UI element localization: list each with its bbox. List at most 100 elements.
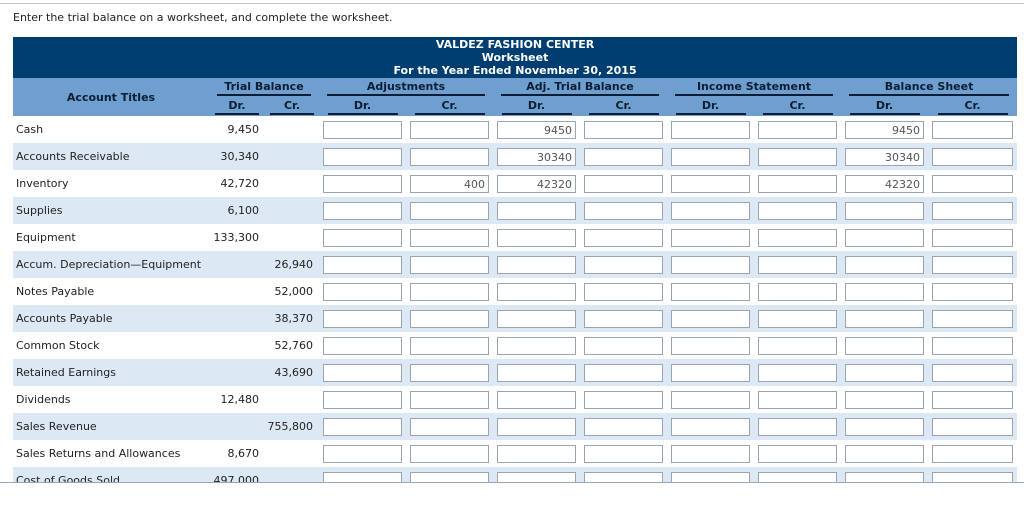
adj-cr-input[interactable] (410, 201, 489, 220)
is-cr-input[interactable] (758, 363, 837, 382)
is-cr-input[interactable] (758, 120, 837, 139)
bs-dr-input[interactable] (845, 255, 924, 274)
atb-cr-input[interactable] (584, 444, 663, 463)
adj-dr-input[interactable] (323, 390, 402, 409)
atb-dr-input[interactable] (497, 255, 576, 274)
adj-cr-input[interactable] (410, 417, 489, 436)
atb-dr-input[interactable]: 9450 (497, 120, 576, 139)
atb-dr-input[interactable] (497, 444, 576, 463)
atb-cr-input[interactable] (584, 336, 663, 355)
adj-cr-input[interactable] (410, 282, 489, 301)
adj-dr-input[interactable] (323, 147, 402, 166)
bs-dr-input[interactable] (845, 282, 924, 301)
atb-dr-input[interactable] (497, 336, 576, 355)
adj-dr-input[interactable] (323, 471, 402, 482)
atb-cr-input[interactable] (584, 471, 663, 482)
adj-cr-input[interactable] (410, 255, 489, 274)
is-dr-input[interactable] (671, 201, 750, 220)
bs-cr-input[interactable] (932, 444, 1014, 463)
adj-dr-input[interactable] (323, 444, 402, 463)
is-cr-input[interactable] (758, 147, 837, 166)
atb-cr-input[interactable] (584, 255, 663, 274)
bs-dr-input[interactable] (845, 363, 924, 382)
bs-cr-input[interactable] (932, 282, 1014, 301)
atb-cr-input[interactable] (584, 120, 663, 139)
bs-cr-input[interactable] (932, 228, 1014, 247)
bs-cr-input[interactable] (932, 201, 1014, 220)
atb-dr-input[interactable] (497, 282, 576, 301)
bs-dr-input[interactable]: 9450 (845, 120, 924, 139)
adj-dr-input[interactable] (323, 309, 402, 328)
atb-dr-input[interactable]: 42320 (497, 174, 576, 193)
adj-dr-input[interactable] (323, 120, 402, 139)
bs-cr-input[interactable] (932, 336, 1014, 355)
bs-cr-input[interactable] (932, 255, 1014, 274)
bs-dr-input[interactable] (845, 417, 924, 436)
adj-cr-input[interactable] (410, 309, 489, 328)
is-dr-input[interactable] (671, 363, 750, 382)
bs-dr-input[interactable] (845, 228, 924, 247)
adj-dr-input[interactable] (323, 174, 402, 193)
atb-dr-input[interactable]: 30340 (497, 147, 576, 166)
is-dr-input[interactable] (671, 282, 750, 301)
atb-dr-input[interactable] (497, 363, 576, 382)
is-cr-input[interactable] (758, 282, 837, 301)
adj-cr-input[interactable]: 400 (410, 174, 489, 193)
is-cr-input[interactable] (758, 336, 837, 355)
atb-cr-input[interactable] (584, 174, 663, 193)
atb-dr-input[interactable] (497, 390, 576, 409)
bs-cr-input[interactable] (932, 147, 1014, 166)
worksheet[interactable]: VALDEZ FASHION CENTER Worksheet For the … (13, 37, 1017, 482)
is-cr-input[interactable] (758, 471, 837, 482)
adj-cr-input[interactable] (410, 147, 489, 166)
is-cr-input[interactable] (758, 390, 837, 409)
bs-dr-input[interactable] (845, 390, 924, 409)
adj-dr-input[interactable] (323, 228, 402, 247)
bs-dr-input[interactable] (845, 201, 924, 220)
atb-dr-input[interactable] (497, 309, 576, 328)
adj-cr-input[interactable] (410, 444, 489, 463)
is-dr-input[interactable] (671, 390, 750, 409)
atb-cr-input[interactable] (584, 201, 663, 220)
adj-cr-input[interactable] (410, 120, 489, 139)
bs-cr-input[interactable] (932, 471, 1014, 482)
is-cr-input[interactable] (758, 255, 837, 274)
is-dr-input[interactable] (671, 255, 750, 274)
atb-cr-input[interactable] (584, 390, 663, 409)
is-dr-input[interactable] (671, 417, 750, 436)
adj-dr-input[interactable] (323, 417, 402, 436)
adj-cr-input[interactable] (410, 471, 489, 482)
atb-cr-input[interactable] (584, 147, 663, 166)
is-dr-input[interactable] (671, 174, 750, 193)
bs-dr-input[interactable]: 30340 (845, 147, 924, 166)
atb-dr-input[interactable] (497, 471, 576, 482)
atb-cr-input[interactable] (584, 417, 663, 436)
bs-cr-input[interactable] (932, 309, 1014, 328)
is-cr-input[interactable] (758, 201, 837, 220)
bs-dr-input[interactable] (845, 309, 924, 328)
atb-dr-input[interactable] (497, 417, 576, 436)
adj-cr-input[interactable] (410, 336, 489, 355)
bs-cr-input[interactable] (932, 417, 1014, 436)
bs-dr-input[interactable] (845, 471, 924, 482)
adj-cr-input[interactable] (410, 390, 489, 409)
atb-cr-input[interactable] (584, 363, 663, 382)
atb-cr-input[interactable] (584, 282, 663, 301)
atb-dr-input[interactable] (497, 228, 576, 247)
atb-cr-input[interactable] (584, 228, 663, 247)
adj-dr-input[interactable] (323, 336, 402, 355)
is-cr-input[interactable] (758, 417, 837, 436)
is-dr-input[interactable] (671, 471, 750, 482)
atb-dr-input[interactable] (497, 201, 576, 220)
is-cr-input[interactable] (758, 228, 837, 247)
is-dr-input[interactable] (671, 336, 750, 355)
bs-cr-input[interactable] (932, 120, 1014, 139)
is-dr-input[interactable] (671, 147, 750, 166)
is-cr-input[interactable] (758, 309, 837, 328)
atb-cr-input[interactable] (584, 309, 663, 328)
adj-dr-input[interactable] (323, 282, 402, 301)
bs-dr-input[interactable] (845, 444, 924, 463)
is-dr-input[interactable] (671, 228, 750, 247)
adj-dr-input[interactable] (323, 201, 402, 220)
adj-cr-input[interactable] (410, 228, 489, 247)
